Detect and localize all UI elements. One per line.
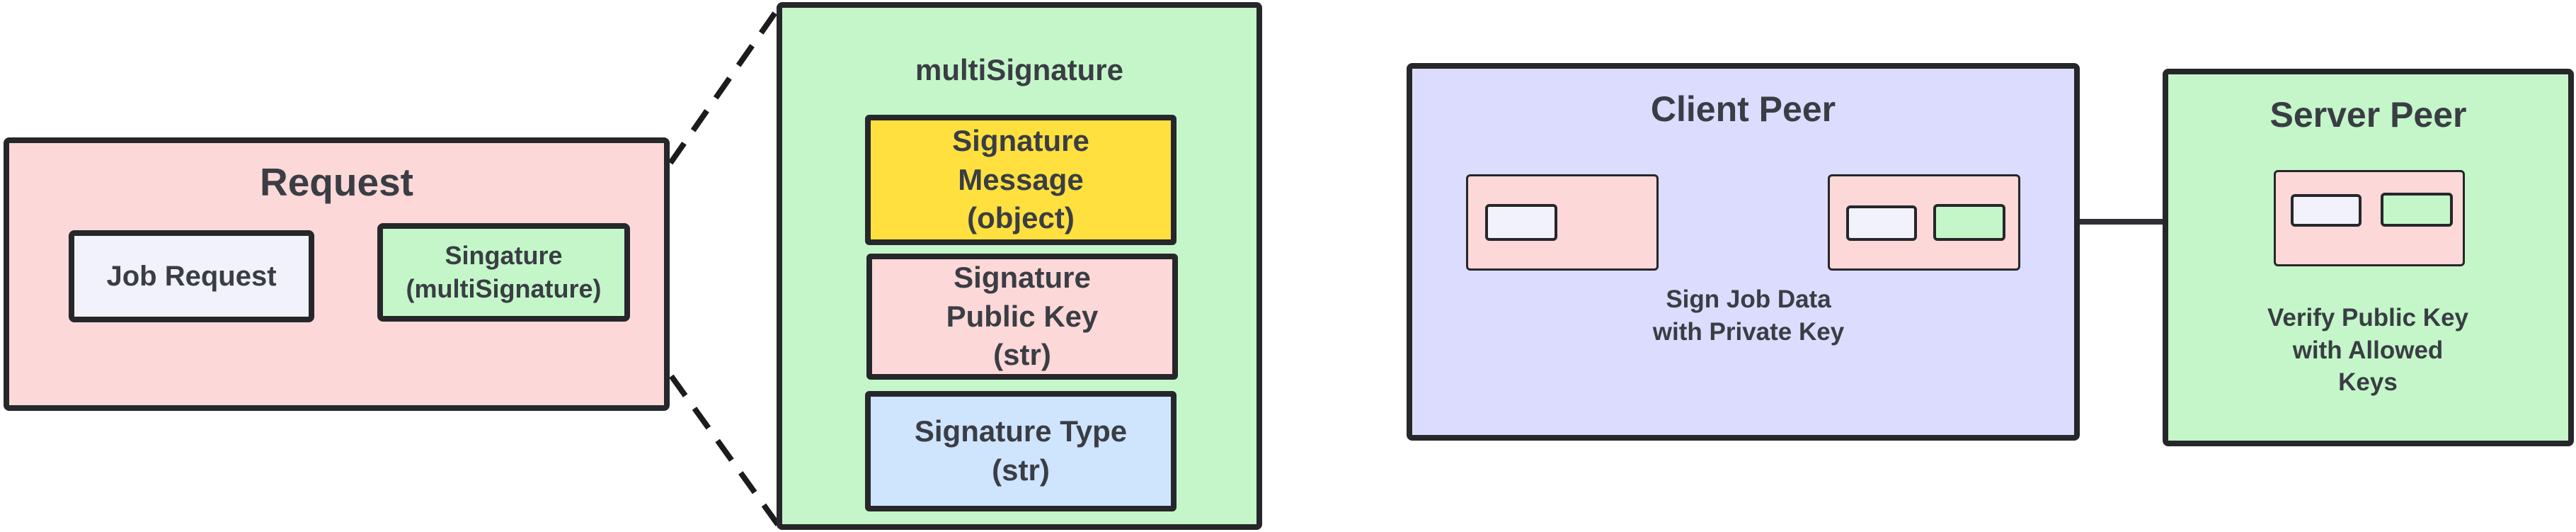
signature-type-box: Signature Type (str) xyxy=(865,391,1177,511)
job-request-field xyxy=(1485,204,1557,241)
client-peer-caption: Sign Job Data with Private Key xyxy=(1652,285,1845,346)
signed-job-request-field xyxy=(1846,205,1917,241)
server-peer-caption: Verify Public Key with Allowed Keys xyxy=(2267,304,2469,396)
server-peer-title: Server Peer xyxy=(2269,95,2467,135)
received-signature-field xyxy=(2381,193,2453,227)
signature-field-box: Singature (multiSignature) xyxy=(377,223,630,322)
client-peer-title: Client Peer xyxy=(1650,89,1836,129)
job-request-box: Job Request xyxy=(69,230,314,322)
signature-public-key-box: Signature Public Key (str) xyxy=(866,254,1178,380)
signature-message-box: Signature Message (object) xyxy=(865,115,1177,245)
request-title: Request xyxy=(260,160,413,204)
multi-signature-title: multiSignature xyxy=(915,53,1124,86)
received-job-request-field xyxy=(2291,194,2362,227)
signed-signature-field xyxy=(1933,204,2005,241)
